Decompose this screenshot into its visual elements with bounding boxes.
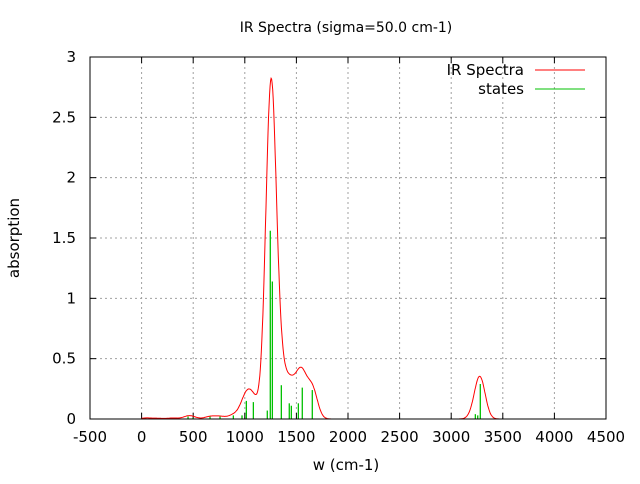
tick-labels: -500 0 500 1000 1500 2000 2500 3000 3500 4000 4500… bbox=[52, 48, 625, 446]
x-tick-label: 4000 bbox=[535, 428, 573, 446]
y-tick-label: 0 bbox=[66, 410, 76, 428]
y-tick-label: 0.5 bbox=[52, 350, 76, 368]
x-tick-label: 3500 bbox=[484, 428, 522, 446]
x-tick-label: 3000 bbox=[432, 428, 470, 446]
x-axis-label: w (cm-1) bbox=[313, 456, 380, 474]
y-tick-label: 1.5 bbox=[52, 229, 76, 247]
x-tick-label: 2500 bbox=[381, 428, 419, 446]
y-tick-label: 3 bbox=[66, 48, 76, 66]
y-tick-label: 1 bbox=[66, 289, 76, 307]
legend-label-states: states bbox=[478, 80, 524, 98]
chart-title: IR Spectra (sigma=50.0 cm-1) bbox=[240, 20, 453, 36]
plot-frame bbox=[89, 56, 607, 420]
x-tick-label: -500 bbox=[73, 428, 107, 446]
x-tick-label: 1500 bbox=[277, 428, 315, 446]
x-tick-label: 0 bbox=[137, 428, 147, 446]
ir-spectra-line bbox=[141, 77, 575, 420]
legend-label-ir-spectra: IR Spectra bbox=[447, 61, 524, 79]
legend: IR Spectra states bbox=[447, 61, 585, 98]
states-sticks bbox=[145, 230, 481, 419]
x-tick-label: 2000 bbox=[329, 428, 367, 446]
x-tick-label: 1000 bbox=[226, 428, 264, 446]
y-tick-label: 2 bbox=[66, 169, 76, 187]
y-tick-label: 2.5 bbox=[52, 108, 76, 126]
x-tick-label: 500 bbox=[179, 428, 208, 446]
y-axis-label: absorption bbox=[5, 198, 23, 278]
grid bbox=[90, 57, 606, 419]
x-tick-label: 4500 bbox=[587, 428, 625, 446]
